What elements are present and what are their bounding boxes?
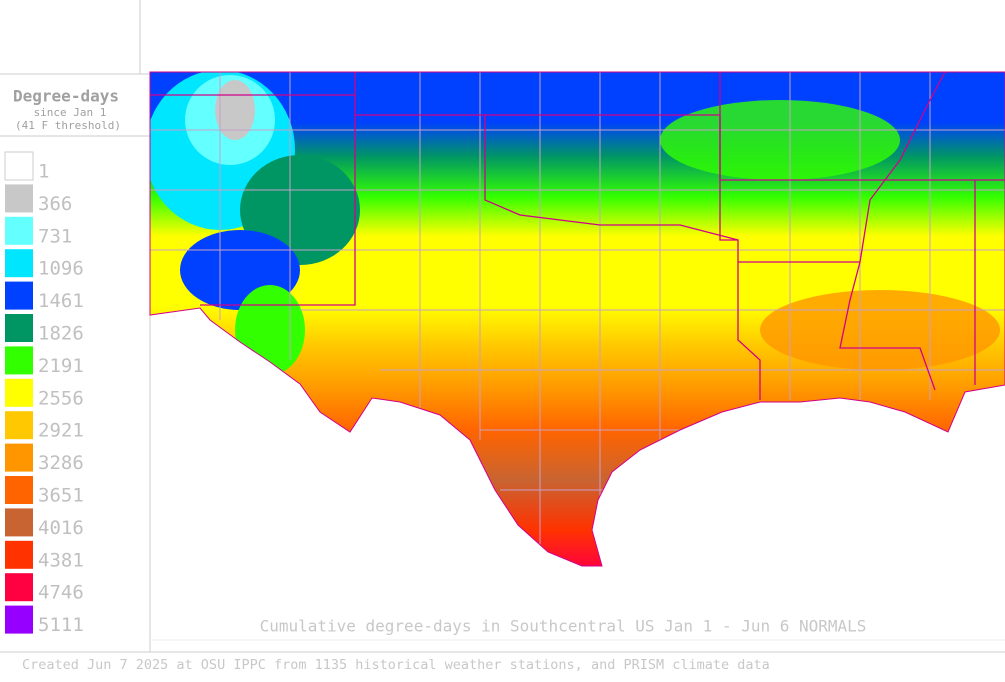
legend-label: 2191: [38, 355, 84, 377]
legend-label: 4746: [38, 582, 84, 604]
mountain-area: [215, 80, 255, 140]
legend-swatch: [5, 573, 33, 602]
legend: 1 366 731 1096 1461 1826 2191 2556 2921 3286 3651 4…: [4, 151, 84, 636]
legend-label: 4016: [38, 517, 84, 539]
legend-label: 3651: [38, 485, 84, 507]
legend-swatch: [5, 508, 33, 537]
county-lines: [150, 72, 1005, 560]
lowland-area: [760, 290, 1000, 370]
map-caption: Cumulative degree-days in Southcentral U…: [260, 617, 867, 636]
legend-threshold: (41 F threshold): [15, 119, 121, 132]
legend-swatch: [5, 476, 33, 504]
legend-label: 2556: [38, 387, 84, 409]
legend-label: 5111: [38, 614, 84, 636]
legend-swatch: [5, 346, 33, 375]
legend-label: 3286: [38, 452, 84, 474]
legend-swatch: [5, 411, 33, 440]
legend-title: Degree-days: [13, 87, 119, 106]
state-borders: [150, 72, 1005, 400]
legend-swatch: [5, 216, 33, 245]
legend-label: 1826: [38, 323, 84, 345]
legend-label: 731: [38, 225, 72, 247]
footer-credit: Created Jun 7 2025 at OSU IPPC from 1135…: [22, 657, 770, 673]
legend-subtitle: since Jan 1: [34, 106, 107, 119]
legend-label: 1461: [38, 290, 84, 312]
legend-label: 366: [38, 193, 72, 215]
legend-swatch: [5, 281, 33, 310]
legend-swatch: [4, 151, 34, 181]
lowland-area: [660, 100, 900, 180]
legend-swatch: [5, 249, 33, 278]
legend-swatch: [5, 443, 33, 472]
legend-label: 4381: [38, 549, 84, 571]
legend-swatch: [5, 540, 33, 569]
legend-swatch: [5, 378, 33, 407]
coastline: [149, 71, 1005, 567]
legend-swatch: [5, 184, 33, 213]
legend-swatch: [5, 314, 33, 342]
legend-swatch: [5, 605, 33, 634]
legend-label: 1: [38, 161, 49, 183]
degree-day-map: [150, 72, 1005, 566]
legend-label: 2921: [38, 420, 84, 442]
legend-label: 1096: [38, 258, 84, 280]
